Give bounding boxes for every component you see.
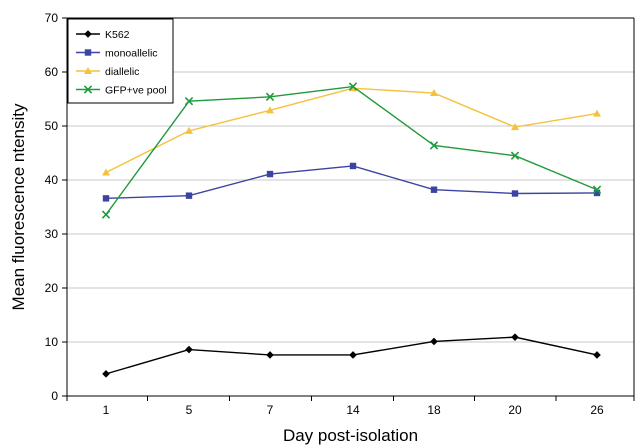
- data-point: [511, 190, 519, 197]
- x-tick-label: 20: [508, 403, 522, 417]
- series-diallelic: [102, 84, 601, 176]
- y-tick-label: 60: [45, 65, 59, 79]
- data-point: [84, 30, 92, 38]
- y-tick-label: 20: [45, 281, 59, 295]
- y-tick-label: 0: [51, 389, 58, 403]
- series-monoallelic: [102, 162, 601, 202]
- series-gfp-ve-pool: [101, 82, 602, 219]
- y-tick-label: 10: [45, 335, 59, 349]
- x-tick-label: 26: [590, 403, 604, 417]
- y-axis-title: Mean fluorescence ntensity: [9, 103, 28, 310]
- data-point: [266, 170, 274, 178]
- data-point: [102, 370, 110, 378]
- data-point: [185, 126, 193, 134]
- data-point: [84, 49, 92, 56]
- series-k562: [102, 333, 601, 378]
- data-point: [348, 82, 358, 91]
- legend-label: monoallelic: [105, 48, 158, 60]
- data-point: [349, 351, 357, 359]
- data-point: [511, 333, 519, 341]
- data-point: [593, 351, 601, 359]
- data-point: [510, 151, 520, 160]
- y-tick-label: 70: [45, 11, 59, 25]
- x-axis-title: Day post-isolation: [283, 426, 418, 445]
- legend-label: GFP+ve pool: [105, 85, 167, 97]
- data-point: [185, 345, 193, 354]
- series-line: [105, 165, 598, 200]
- x-tick-label: 1: [103, 403, 110, 417]
- data-point: [592, 185, 602, 194]
- data-point: [102, 168, 110, 176]
- x-tick-label: 18: [427, 403, 441, 417]
- data-point: [511, 123, 519, 131]
- data-point: [101, 210, 111, 219]
- data-point: [265, 92, 275, 102]
- x-tick-label: 5: [186, 403, 193, 417]
- gridlines: [67, 71, 634, 343]
- data-point: [266, 106, 274, 114]
- y-tick-label: 50: [45, 119, 59, 133]
- data-point: [83, 85, 93, 94]
- legend: K562 monoallelic diallelic GFP+ve pool: [67, 18, 174, 104]
- y-tick-label: 40: [45, 173, 59, 187]
- data-point: [84, 67, 92, 74]
- axes: 0 10 20 30 40 50 60 70 1 5 7 14 18 20 26: [45, 11, 635, 417]
- data-point: [430, 89, 438, 97]
- data-point: [349, 162, 357, 170]
- series: [101, 82, 602, 378]
- y-tick-label: 30: [45, 227, 59, 241]
- legend-label: diallelic: [105, 66, 139, 78]
- legend-label: K562: [105, 29, 130, 41]
- data-point: [184, 96, 194, 106]
- data-point: [430, 186, 438, 193]
- data-point: [102, 195, 110, 202]
- data-point: [266, 351, 274, 359]
- x-tick-label: 14: [346, 403, 360, 417]
- data-point: [185, 192, 193, 199]
- x-tick-label: 7: [267, 403, 274, 417]
- data-point: [430, 337, 438, 346]
- data-point: [429, 141, 439, 150]
- data-point: [593, 189, 601, 197]
- data-point: [593, 109, 601, 117]
